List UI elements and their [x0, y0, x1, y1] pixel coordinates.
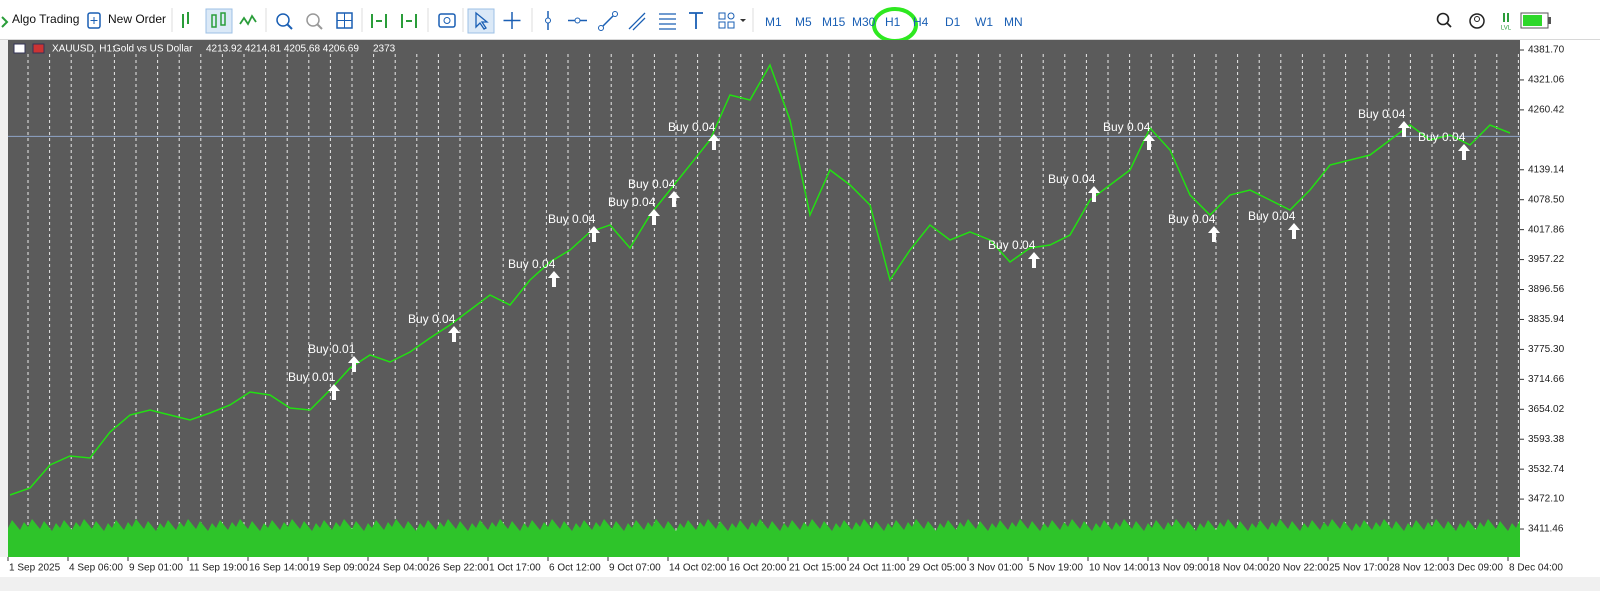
trade-label: Buy 0.04: [1248, 209, 1296, 223]
buy-arrow: [1208, 225, 1220, 242]
y-tick-label: 3654.02: [1528, 404, 1565, 415]
y-tick-label: 3896.56: [1528, 284, 1565, 295]
chart: XAUUSD, H1: Gold vs US Dollar 4213.92 42…: [0, 40, 1600, 591]
x-tick-label: 8 Dec 04:00: [1509, 563, 1563, 574]
buy-arrow: [328, 383, 340, 400]
toolbar: LVL Algo Trading New Order M1 M5 M15 M30 H1 H…: [0, 0, 1600, 40]
buy-arrow: [668, 190, 680, 207]
buy-arrow: [588, 225, 600, 242]
x-tick-label: 14 Oct 02:00: [669, 563, 727, 574]
x-tick-label: 1 Sep 2025: [9, 563, 61, 574]
tick-volume: 2373: [373, 44, 396, 55]
x-tick-label: 26 Sep 22:00: [429, 563, 489, 574]
y-tick-label: 4260.42: [1528, 105, 1565, 116]
x-tick-label: 18 Nov 04:00: [1209, 563, 1269, 574]
x-tick-label: 13 Nov 09:00: [1149, 563, 1209, 574]
buy-arrow: [448, 325, 460, 342]
trade-label: Buy 0.01: [308, 342, 356, 356]
trade-label: Buy 0.04: [608, 195, 656, 209]
new-order-button[interactable]: New Order: [108, 12, 167, 26]
buy-arrow: [1458, 143, 1470, 160]
x-tick-label: 6 Oct 12:00: [549, 563, 601, 574]
plot-area: [8, 40, 1520, 557]
timeframe-button[interactable]: H1: [885, 15, 901, 29]
trade-label: Buy 0.04: [668, 120, 716, 134]
trade-label: Buy 0.04: [1358, 107, 1406, 121]
trade-label: Buy 0.04: [1048, 172, 1096, 186]
x-tick-label: 24 Sep 04:00: [369, 563, 429, 574]
symbol-icon: [13, 43, 26, 54]
symbol-icon: [32, 43, 45, 54]
trade-label: Buy 0.01: [288, 370, 336, 384]
time-axis: [0, 557, 1520, 577]
y-tick-label: 3835.94: [1528, 314, 1565, 325]
volume-area: [8, 519, 1520, 557]
trade-label: Buy 0.04: [988, 238, 1036, 252]
x-tick-label: 3 Nov 01:00: [969, 563, 1023, 574]
buy-arrow: [708, 134, 720, 151]
buy-arrow: [548, 271, 560, 288]
y-tick-label: 3775.30: [1528, 344, 1565, 355]
buy-arrow: [348, 355, 360, 372]
toolbar-icons: LVL: [1, 7, 1551, 40]
x-tick-label: 20 Nov 22:00: [1269, 563, 1329, 574]
trade-label: Buy 0.04: [1418, 130, 1466, 144]
price-axis: [1520, 40, 1600, 577]
x-tick-label: 24 Oct 11:00: [849, 563, 906, 574]
x-tick-label: 9 Oct 07:00: [609, 563, 661, 574]
x-tick-label: 3 Dec 09:00: [1449, 563, 1503, 574]
buy-arrow: [1288, 222, 1300, 239]
timeframe-button[interactable]: D1: [945, 15, 961, 29]
svg-text:LVL: LVL: [1501, 26, 1512, 32]
x-tick-label: 28 Nov 12:00: [1389, 563, 1449, 574]
buy-arrow: [648, 209, 660, 226]
buy-arrow: [1398, 121, 1410, 138]
y-tick-label: 4017.86: [1528, 224, 1565, 235]
timeframe-button[interactable]: MN: [1004, 15, 1023, 29]
y-tick-label: 3411.46: [1528, 524, 1564, 535]
trade-label: Buy 0.04: [1103, 120, 1151, 134]
buy-arrow: [1143, 134, 1155, 151]
x-tick-label: 16 Oct 20:00: [729, 563, 787, 574]
timeframe-button[interactable]: M5: [795, 15, 812, 29]
x-tick-label: 21 Oct 15:00: [789, 563, 847, 574]
y-tick-label: 4381.70: [1528, 45, 1565, 56]
y-tick-label: 3472.10: [1528, 494, 1565, 505]
x-tick-label: 5 Nov 19:00: [1029, 563, 1083, 574]
description: Gold vs US Dollar: [113, 44, 193, 55]
trade-label: Buy 0.04: [508, 257, 556, 271]
y-tick-label: 4321.06: [1528, 75, 1565, 86]
trade-label: Buy 0.04: [1168, 212, 1216, 226]
buy-arrow: [1028, 252, 1040, 269]
trade-label: Buy 0.04: [408, 312, 456, 326]
symbol: XAUUSD, H1:: [52, 44, 115, 55]
x-tick-label: 1 Oct 17:00: [489, 563, 541, 574]
y-tick-label: 3714.66: [1528, 374, 1565, 385]
x-tick-label: 29 Oct 05:00: [909, 563, 967, 574]
trade-label: Buy 0.04: [548, 212, 596, 226]
x-tick-label: 11 Sep 19:00: [189, 563, 248, 574]
x-tick-label: 16 Sep 14:00: [249, 563, 309, 574]
x-tick-label: 4 Sep 06:00: [69, 563, 123, 574]
timeframe-button[interactable]: W1: [975, 15, 993, 29]
y-tick-label: 3593.38: [1528, 434, 1565, 445]
trade-label: Buy 0.04: [628, 177, 676, 191]
timeframe-button[interactable]: M30: [852, 15, 876, 29]
algo-trading-button[interactable]: Algo Trading: [12, 12, 80, 26]
timeframe-button[interactable]: M1: [765, 15, 782, 29]
x-tick-label: 19 Sep 09:00: [309, 563, 369, 574]
y-tick-label: 4139.14: [1528, 164, 1565, 175]
ohlc: 4213.92 4214.81 4205.68 4206.69: [206, 44, 359, 55]
timeframe-button[interactable]: M15: [822, 15, 846, 29]
buy-arrow: [1088, 185, 1100, 202]
y-tick-label: 3532.74: [1528, 464, 1565, 475]
x-tick-label: 10 Nov 14:00: [1089, 563, 1149, 574]
y-tick-label: 4078.50: [1528, 194, 1565, 205]
price-line: [9, 63, 1511, 496]
x-tick-label: 25 Nov 17:00: [1329, 563, 1389, 574]
timeframe-button[interactable]: H4: [913, 15, 929, 29]
y-tick-label: 3957.22: [1528, 254, 1565, 265]
x-tick-label: 9 Sep 01:00: [129, 563, 183, 574]
